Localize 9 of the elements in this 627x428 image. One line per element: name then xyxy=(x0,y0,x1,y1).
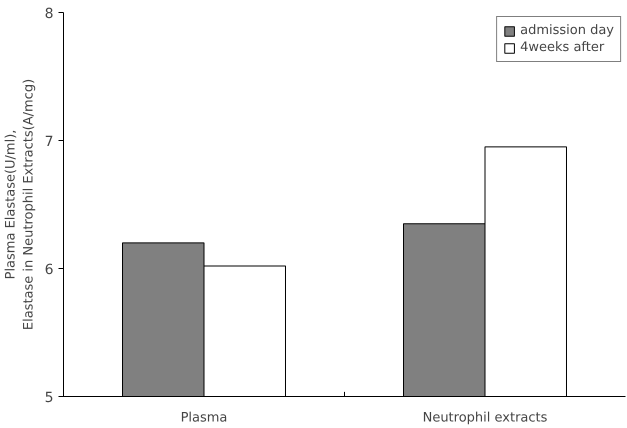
y-axis-title: Plasma Elastase(U/ml), Elastase in Neutrophil Extracts(A/mcg) xyxy=(4,78,37,330)
y-tick-label: 7 xyxy=(44,134,54,150)
y-tick-label: 5 xyxy=(44,390,54,406)
legend-label: admission day xyxy=(520,23,614,38)
x-tick-label: Neutrophil extracts xyxy=(422,410,548,426)
legend-label: 4weeks after xyxy=(520,40,604,55)
y-tick-label: 6 xyxy=(44,262,54,278)
y-tick-label: 8 xyxy=(44,6,54,22)
x-tick-label: Plasma xyxy=(180,410,228,426)
